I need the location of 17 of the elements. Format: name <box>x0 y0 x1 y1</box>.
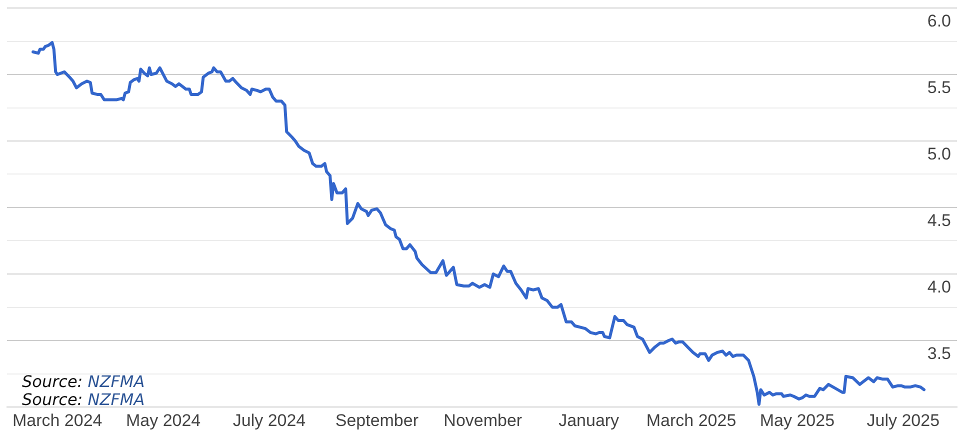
y-tick-label: 4.0 <box>927 278 951 297</box>
y-tick-label: 4.5 <box>927 211 951 230</box>
x-tick-label: May 2025 <box>760 410 835 430</box>
x-tick-label: January <box>558 410 620 430</box>
y-tick-label: 5.0 <box>927 144 951 164</box>
x-tick-label: July 2024 <box>232 410 306 430</box>
y-tick-label: 6.0 <box>927 12 951 31</box>
x-tick-label: March 2024 <box>12 410 102 430</box>
y-tick-label: 3.5 <box>927 344 951 364</box>
y-tick-label: 5.5 <box>927 78 951 98</box>
x-tick-label: May 2024 <box>126 410 201 430</box>
annotation: Source: NZFMA <box>22 390 145 409</box>
x-tick-label: July 2025 <box>866 410 940 430</box>
x-tick-label: March 2025 <box>646 410 736 430</box>
x-tick-label: November <box>444 410 522 430</box>
annotation: Source: NZFMA <box>22 372 145 391</box>
x-tick-label: September <box>335 410 419 430</box>
